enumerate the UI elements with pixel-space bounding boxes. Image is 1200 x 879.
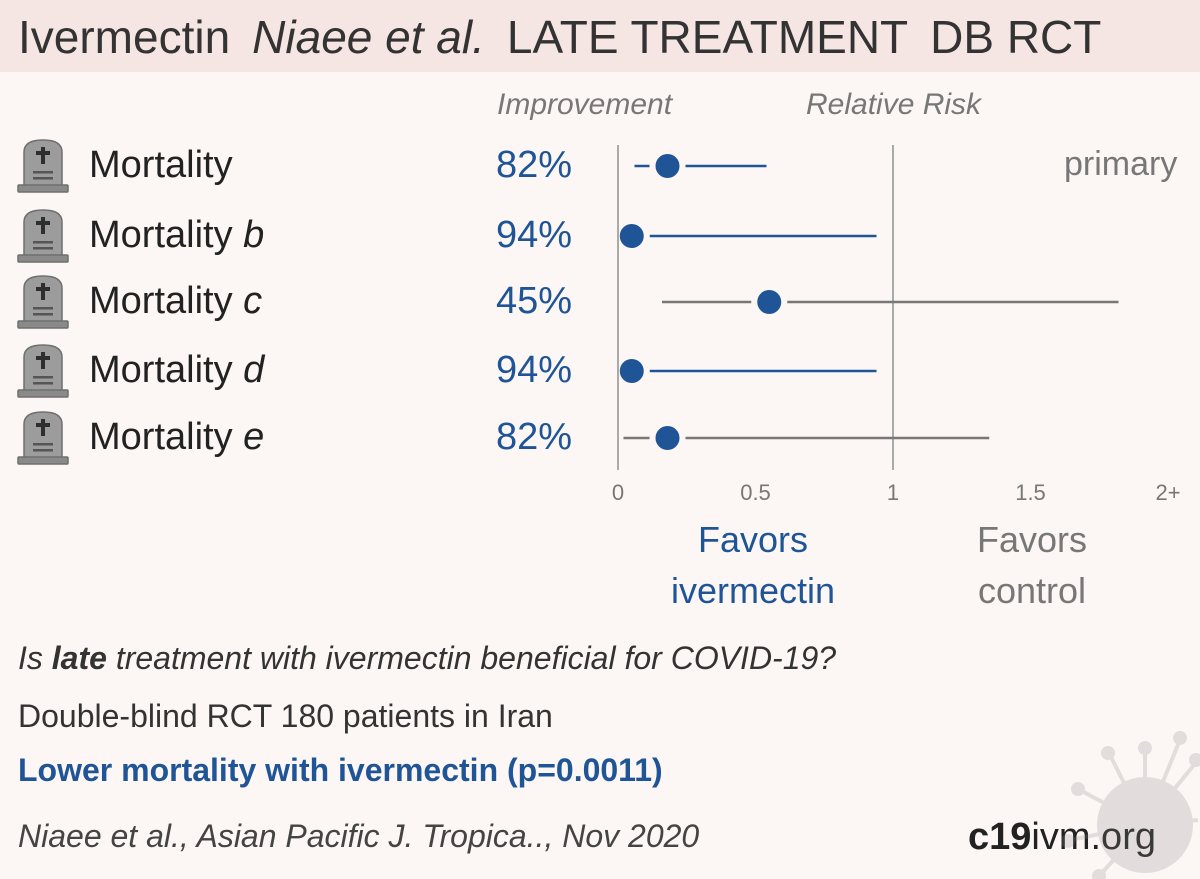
row-improvement: 94%	[496, 349, 573, 391]
tombstone-icon	[17, 411, 69, 465]
x-tick-label: 1.5	[1015, 480, 1046, 505]
row-label-text: Mortality	[89, 214, 233, 256]
row-label-text: Mortality	[89, 349, 233, 391]
row-label-suffix: d	[243, 349, 265, 391]
title-design: DB RCT	[930, 11, 1102, 63]
point-estimate	[655, 426, 680, 450]
relative-risk-column-header: Relative Risk	[806, 88, 982, 121]
title-drug: Ivermectin	[18, 11, 231, 63]
favors-control-line2: control	[977, 570, 1087, 611]
row-improvement: 45%	[496, 280, 573, 322]
primary-tag: primary	[1064, 145, 1178, 183]
title-bar: Ivermectin Niaee et al. LATE TREATMENT DB R…	[0, 0, 1200, 72]
row-label: Mortality	[89, 144, 233, 187]
improvement-column-header: Improvement	[497, 88, 673, 121]
site-bold: c19	[968, 816, 1032, 858]
study-question: Is late treatment with ivermectin benefi…	[18, 640, 836, 677]
tombstone-icon	[17, 275, 69, 329]
row-improvement: 82%	[496, 416, 573, 458]
favors-ivermectin-line2: ivermectin	[670, 570, 836, 611]
point-estimate	[655, 154, 680, 178]
row-label-text: Mortality	[89, 280, 233, 322]
row-label-suffix: b	[243, 214, 265, 256]
tombstone-icon	[17, 209, 69, 263]
favors-control-label: Favors control	[977, 514, 1087, 616]
question-pre: Is	[18, 640, 52, 676]
study-design: Double-blind RCT 180 patients in Iran	[18, 698, 553, 734]
point-estimate	[619, 359, 644, 383]
x-tick-label: 1	[886, 480, 900, 505]
row-label-text: Mortality	[89, 416, 233, 458]
tombstone-icon	[17, 344, 69, 398]
row-label: Mortality e	[89, 416, 264, 459]
title-authors: Niaee et al.	[252, 11, 485, 63]
x-tick-label: 0.5	[740, 480, 771, 505]
study-conclusion: Lower mortality with ivermectin (p=0.001…	[18, 752, 663, 788]
row-label: Mortality c	[89, 280, 262, 323]
question-post: treatment with ivermectin beneficial for…	[106, 640, 837, 676]
row-improvement: 82%	[496, 144, 573, 186]
row-label-suffix: e	[243, 416, 265, 458]
row-improvement: 94%	[496, 214, 573, 256]
site-rest: ivm.org	[1031, 816, 1156, 858]
x-tick-label: 0	[611, 480, 625, 505]
row-label: Mortality d	[89, 349, 264, 392]
title-stage: LATE TREATMENT	[506, 11, 909, 63]
virus-icon	[1061, 731, 1200, 879]
citation: Niaee et al., Asian Pacific J. Tropica..…	[18, 818, 700, 854]
row-label: Mortality b	[89, 214, 264, 257]
favors-control-line1: Favors	[976, 519, 1088, 560]
site-logo[interactable]: c19ivm.org	[968, 816, 1156, 859]
page-title: Ivermectin Niaee et al. LATE TREATMENT DB R…	[18, 10, 1101, 64]
row-label-suffix: c	[243, 280, 263, 322]
favors-ivermectin-line1: Favors	[697, 519, 809, 560]
x-tick-label: 2+	[1155, 480, 1181, 505]
favors-ivermectin-label: Favors ivermectin	[671, 514, 835, 616]
point-estimate	[619, 224, 644, 248]
tombstone-icon	[17, 139, 69, 193]
question-bold: late	[51, 640, 107, 676]
point-estimate	[757, 290, 782, 314]
row-label-text: Mortality	[89, 144, 233, 186]
